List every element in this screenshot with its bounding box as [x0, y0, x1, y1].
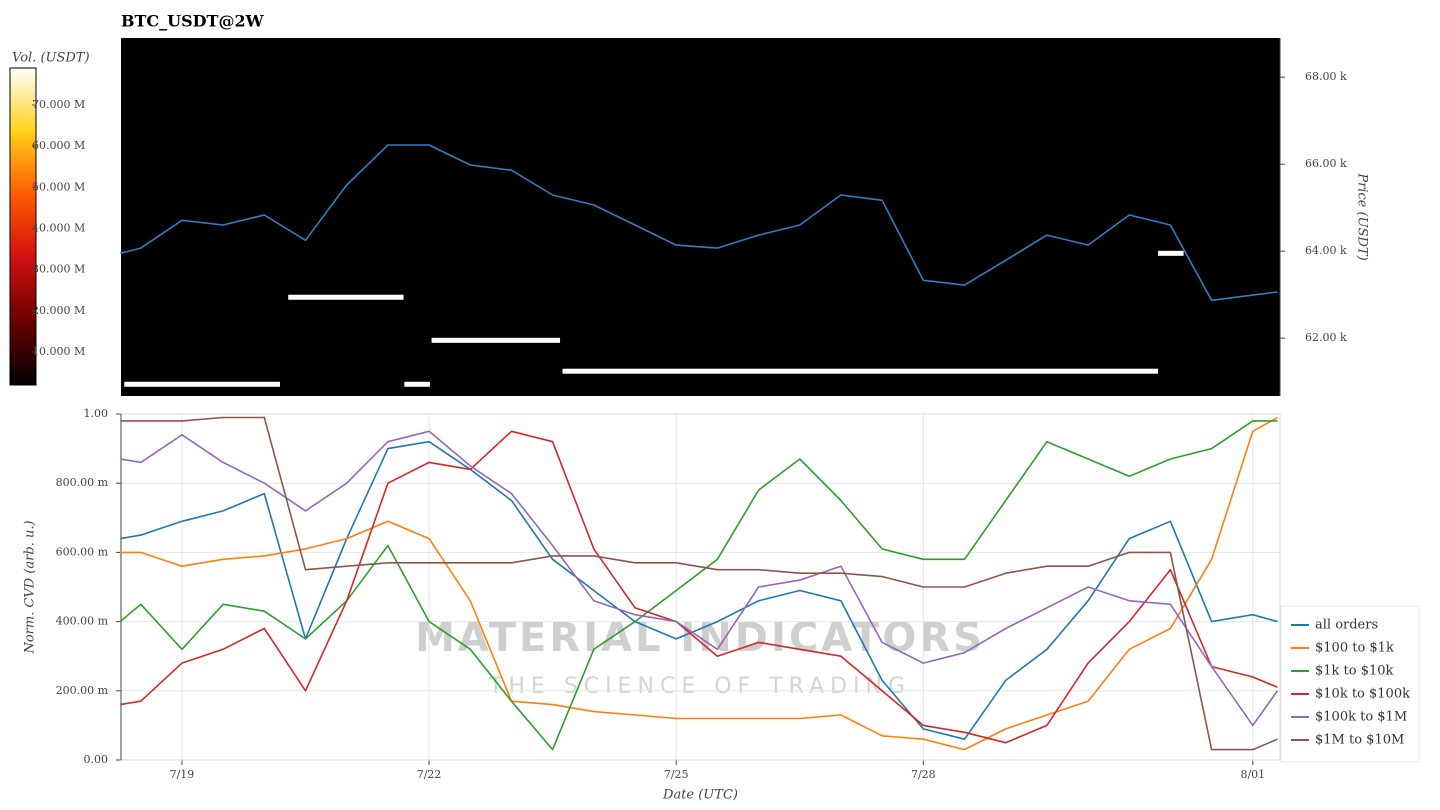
- series-line: [120, 416, 1278, 751]
- legend-label: $1k to $10k: [1315, 664, 1394, 679]
- series-line: [120, 430, 1278, 744]
- y-tick-label: 62.00 k: [1305, 331, 1347, 344]
- colorbar-tick-label: 60.000 M: [32, 139, 85, 152]
- watermark: MATERIAL INDICATORS: [415, 615, 985, 661]
- chart-title: BTC_USDT@2W: [121, 12, 265, 31]
- y-tick-label: 800.00 m: [56, 476, 109, 489]
- order-wall: [124, 381, 280, 387]
- y-tick-label: 1.00: [84, 407, 109, 420]
- y-tick-label: 0.00: [84, 753, 109, 766]
- plot-background: [121, 38, 1280, 396]
- legend-label: $100k to $1M: [1315, 710, 1407, 725]
- y-tick-label: 400.00 m: [56, 615, 109, 628]
- order-wall: [431, 337, 561, 343]
- legend-label: $10k to $100k: [1315, 687, 1410, 702]
- y-axis-label: Norm. CVD (arb. u.): [23, 520, 38, 654]
- watermark: THE SCIENCE OF TRADING: [488, 674, 911, 699]
- legend-label: all orders: [1315, 618, 1378, 633]
- series-line: [119, 420, 1278, 751]
- series-line: [120, 430, 1279, 727]
- series-line: [120, 144, 1278, 302]
- x-tick-label: 7/28: [911, 768, 936, 781]
- order-wall: [288, 294, 404, 300]
- colorbar-label: Vol. (USDT): [12, 51, 90, 66]
- colorbar-tick-label: 70.000 M: [32, 98, 85, 111]
- y-tick-label: 64.00 k: [1305, 244, 1347, 257]
- order-wall: [1158, 250, 1184, 256]
- colorbar-tick-label: 40.000 M: [32, 222, 85, 235]
- legend-box: [1280, 605, 1420, 763]
- y-axis-label: Price (USDT): [1355, 172, 1370, 260]
- colorbar: [9, 67, 37, 386]
- y-tick-label: 66.00 k: [1305, 157, 1347, 170]
- x-tick-label: 7/19: [170, 768, 195, 781]
- series-line: [120, 440, 1278, 740]
- series-line: [120, 416, 1278, 751]
- x-tick-label: 7/25: [664, 768, 689, 781]
- x-tick-label: 8/01: [1240, 768, 1265, 781]
- x-tick-label: 7/22: [417, 768, 442, 781]
- colorbar-tick-label: 50.000 M: [32, 180, 85, 193]
- y-tick-label: 200.00 m: [56, 684, 109, 697]
- legend-label: $1M to $10M: [1315, 733, 1404, 748]
- order-wall: [562, 368, 1159, 374]
- colorbar-tick-label: 10.000 M: [32, 345, 85, 358]
- order-wall: [404, 381, 430, 387]
- x-axis-label: Date (UTC): [662, 788, 738, 803]
- y-tick-label: 68.00 k: [1305, 70, 1347, 83]
- y-tick-label: 600.00 m: [56, 545, 109, 558]
- legend-label: $100 to $1k: [1315, 641, 1394, 656]
- colorbar-tick-label: 20.000 M: [32, 304, 85, 317]
- colorbar-tick-label: 30.000 M: [32, 263, 85, 276]
